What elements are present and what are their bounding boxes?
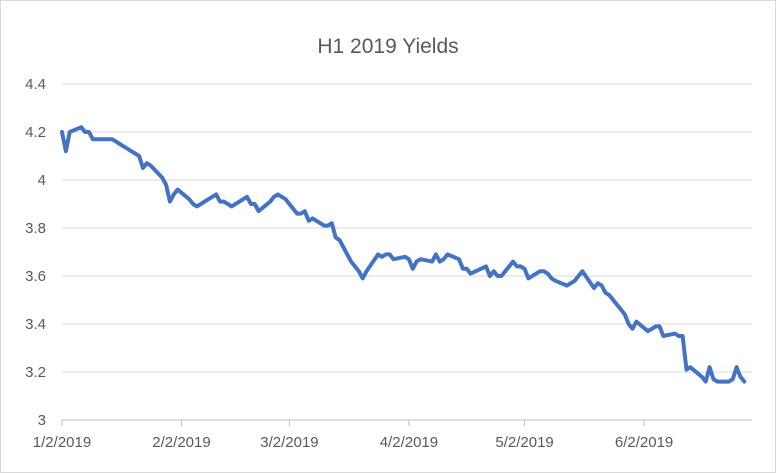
y-tick-label: 3 xyxy=(38,412,46,429)
y-axis-ticks: 3 3.2 3.4 3.6 3.8 4 4.2 4.4 xyxy=(25,76,46,429)
x-axis-ticks: 1/2/2019 2/2/2019 3/2/2019 4/2/2019 5/2/2019… xyxy=(33,420,673,451)
y-tick-label: 3.2 xyxy=(25,364,46,381)
x-tick-label: 2/2/2019 xyxy=(152,434,210,451)
y-tick-label: 3.6 xyxy=(25,268,46,285)
x-tick-label: 1/2/2019 xyxy=(33,434,91,451)
y-tick-label: 4 xyxy=(38,172,46,189)
series-layer xyxy=(60,125,747,384)
x-tick-label: 6/2/2019 xyxy=(615,434,673,451)
gridlines xyxy=(62,83,752,421)
x-tick-label: 5/2/2019 xyxy=(495,434,553,451)
y-tick-label: 3.4 xyxy=(25,316,46,333)
y-tick-label: 4.4 xyxy=(25,76,46,93)
chart-title: H1 2019 Yields xyxy=(317,35,458,58)
y-tick-label: 4.2 xyxy=(25,124,46,141)
y-tick-label: 3.8 xyxy=(25,220,46,237)
x-tick-label: 4/2/2019 xyxy=(380,434,438,451)
x-tick-label: 3/2/2019 xyxy=(260,434,318,451)
series-line xyxy=(60,125,747,384)
